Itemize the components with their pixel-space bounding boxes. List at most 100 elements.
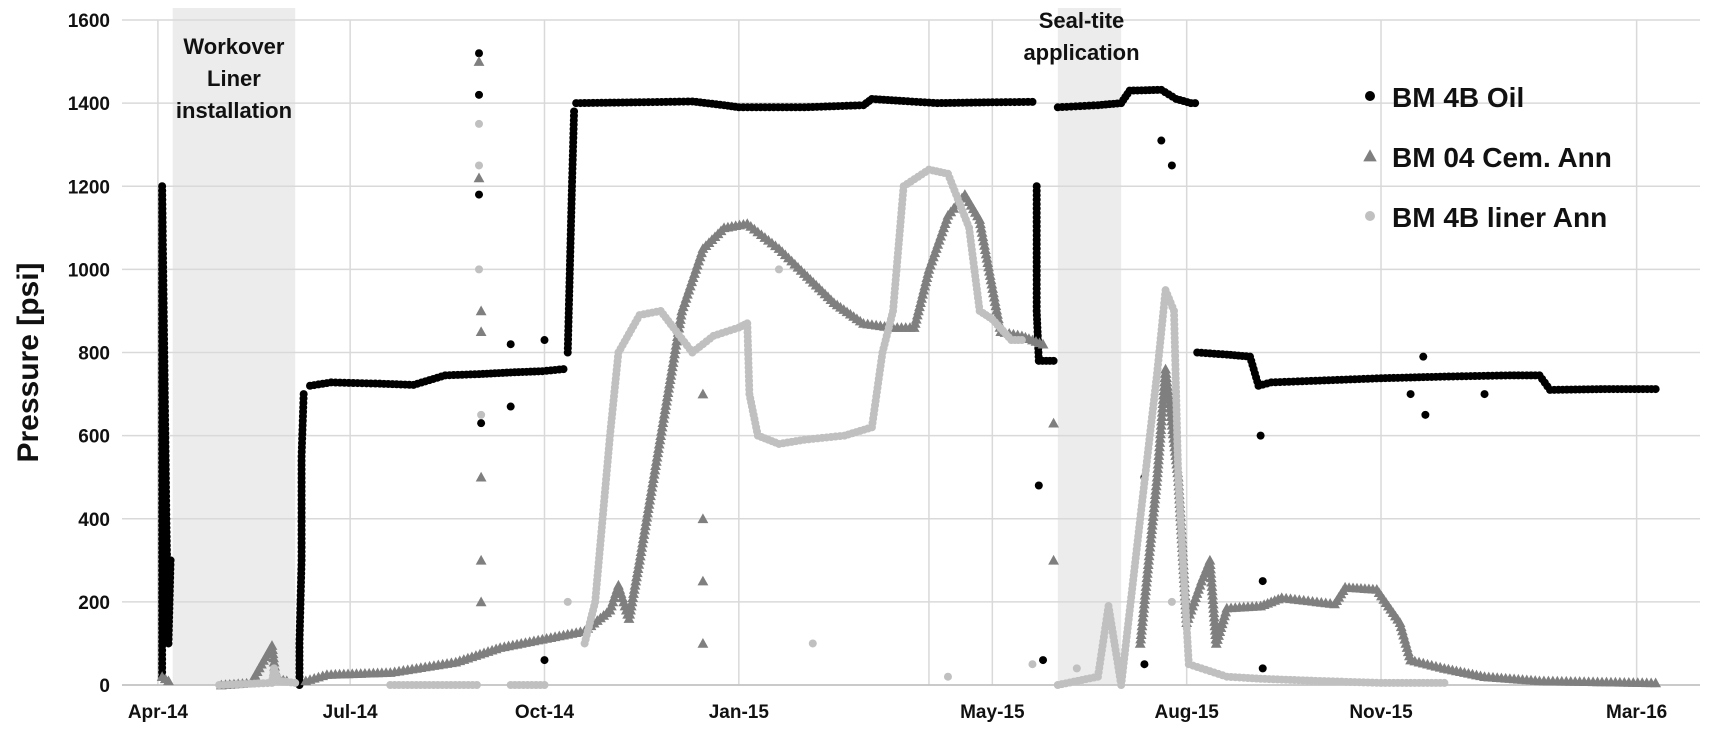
y-axis-label: Pressure [psi]	[12, 262, 45, 462]
data-point-bm-04-cem-ann	[988, 291, 1000, 302]
data-point-bm-04-cem-ann	[1048, 417, 1059, 428]
data-point-bm-04-cem-ann	[975, 222, 987, 233]
data-point-bm-4b-oil	[540, 656, 549, 665]
data-point-bm-4b-oil	[1421, 410, 1430, 419]
x-tick-label-2: Oct-14	[515, 702, 575, 723]
data-point-bm-04-cem-ann	[475, 326, 487, 337]
data-point-bm-4b-liner-ann	[808, 639, 817, 648]
x-tick-label-1: Jul-14	[323, 702, 378, 723]
data-point-bm-4b-oil	[559, 365, 568, 374]
legend: BM 4B Oil BM 04 Cem. Ann BM 4B liner Ann	[1363, 82, 1612, 233]
series-0	[158, 49, 1660, 689]
data-point-bm-04-cem-ann	[266, 640, 278, 650]
data-point-bm-4b-oil	[475, 90, 484, 99]
data-point-bm-04-cem-ann	[982, 257, 994, 267]
data-point-bm-4b-oil	[1651, 385, 1660, 394]
data-point-bm-04-cem-ann	[475, 596, 487, 607]
data-point-bm-4b-liner-ann	[1072, 664, 1081, 673]
data-point-bm-4b-liner-ann	[1440, 678, 1449, 687]
data-point-bm-04-cem-ann	[1208, 607, 1220, 618]
x-tick-label-0: Apr-14	[128, 702, 189, 723]
y-tick-label-6: 1200	[68, 177, 110, 198]
legend-label-bm-04-cem-ann: BM 04 Cem. Ann	[1392, 142, 1612, 173]
data-point-bm-04-cem-ann	[980, 248, 992, 259]
y-tick-label-3: 600	[78, 427, 110, 448]
data-point-bm-4b-liner-ann	[563, 597, 572, 606]
data-point-bm-04-cem-ann	[1048, 554, 1059, 565]
data-point-bm-4b-oil	[1039, 656, 1048, 665]
data-point-bm-04-cem-ann	[697, 638, 709, 648]
data-point-bm-04-cem-ann	[978, 235, 990, 246]
data-point-bm-4b-oil	[166, 556, 175, 565]
data-point-bm-04-cem-ann	[1163, 393, 1175, 404]
data-point-bm-04-cem-ann	[267, 644, 278, 654]
data-point-bm-4b-liner-ann	[475, 119, 484, 128]
data-point-bm-04-cem-ann	[1037, 338, 1049, 349]
data-point-bm-04-cem-ann	[986, 278, 998, 289]
data-point-bm-04-cem-ann	[1163, 389, 1174, 400]
axes: 0 200 400 600 800 1000 1200 1400 1600 Apr-14 Jul-1…	[68, 11, 1668, 723]
data-point-bm-04-cem-ann	[268, 652, 279, 663]
shaded-region-0	[172, 8, 296, 685]
data-point-bm-04-cem-ann	[1204, 559, 1216, 570]
data-point-bm-04-cem-ann	[1209, 616, 1220, 626]
data-point-bm-4b-oil	[1191, 99, 1200, 108]
region-label-0-line-2: installation	[176, 98, 292, 123]
legend-label-bm-4b-oil: BM 4B Oil	[1392, 82, 1524, 113]
data-point-bm-04-cem-ann	[473, 172, 485, 183]
data-point-bm-4b-liner-ann	[472, 681, 481, 689]
data-point-bm-04-cem-ann	[1207, 598, 1219, 609]
data-point-bm-04-cem-ann	[987, 283, 999, 293]
data-point-bm-04-cem-ann	[1206, 585, 1218, 596]
data-point-bm-04-cem-ann	[975, 218, 986, 229]
data-point-bm-4b-oil	[1140, 660, 1149, 669]
data-point-bm-04-cem-ann	[984, 265, 995, 276]
data-point-bm-04-cem-ann	[1208, 603, 1219, 613]
data-point-bm-04-cem-ann	[1160, 363, 1171, 374]
data-point-bm-4b-oil	[1258, 577, 1267, 586]
data-point-bm-4b-oil	[506, 340, 515, 349]
data-point-bm-04-cem-ann	[268, 656, 280, 667]
data-point-bm-04-cem-ann	[267, 648, 279, 659]
data-point-bm-4b-liner-ann	[475, 265, 484, 274]
data-point-bm-04-cem-ann	[1162, 381, 1173, 391]
y-tick-label-1: 200	[78, 593, 110, 614]
data-point-bm-04-cem-ann	[1206, 581, 1218, 591]
data-point-bm-04-cem-ann	[976, 227, 988, 237]
data-point-bm-4b-liner-ann	[1017, 336, 1026, 345]
data-point-bm-4b-liner-ann	[540, 681, 549, 689]
data-point-bm-04-cem-ann	[1160, 368, 1172, 378]
data-point-bm-04-cem-ann	[1207, 594, 1219, 605]
legend-marker-bm-4b-liner-ann	[1365, 211, 1375, 221]
data-point-bm-4b-oil	[1034, 481, 1043, 490]
data-point-bm-04-cem-ann	[990, 300, 1002, 311]
data-point-bm-04-cem-ann	[1208, 611, 1220, 622]
data-point-bm-04-cem-ann	[1205, 572, 1217, 583]
region-label-1-line-1: application	[1023, 40, 1139, 65]
data-point-bm-04-cem-ann	[163, 675, 174, 686]
region-label-1-line-0: Seal-tite	[1039, 8, 1125, 33]
data-point-bm-4b-oil	[1028, 97, 1037, 106]
data-point-bm-04-cem-ann	[1205, 568, 1217, 578]
data-point-bm-4b-liner-ann	[1167, 597, 1176, 606]
data-point-bm-4b-oil	[570, 107, 579, 116]
data-point-bm-4b-oil	[1157, 136, 1166, 145]
data-point-bm-4b-oil	[477, 419, 486, 428]
grid	[122, 19, 1700, 686]
data-point-bm-04-cem-ann	[697, 513, 709, 524]
data-point-bm-4b-liner-ann	[291, 678, 300, 687]
data-point-bm-04-cem-ann	[475, 305, 487, 316]
data-point-bm-4b-oil	[540, 336, 549, 345]
x-tick-label-8: Mar-16	[1606, 702, 1667, 723]
region-label-0-line-1: Liner	[207, 66, 261, 91]
x-tick-label-6: Aug-15	[1154, 702, 1219, 723]
data-point-bm-4b-oil	[1167, 161, 1176, 170]
data-point-bm-04-cem-ann	[985, 274, 997, 285]
y-tick-label-2: 400	[78, 510, 110, 531]
data-point-bm-04-cem-ann	[1161, 372, 1172, 383]
data-point-bm-4b-oil	[1258, 664, 1267, 673]
data-point-bm-04-cem-ann	[1161, 376, 1173, 387]
data-point-bm-04-cem-ann	[1650, 677, 1662, 688]
data-point-bm-04-cem-ann	[974, 214, 986, 224]
